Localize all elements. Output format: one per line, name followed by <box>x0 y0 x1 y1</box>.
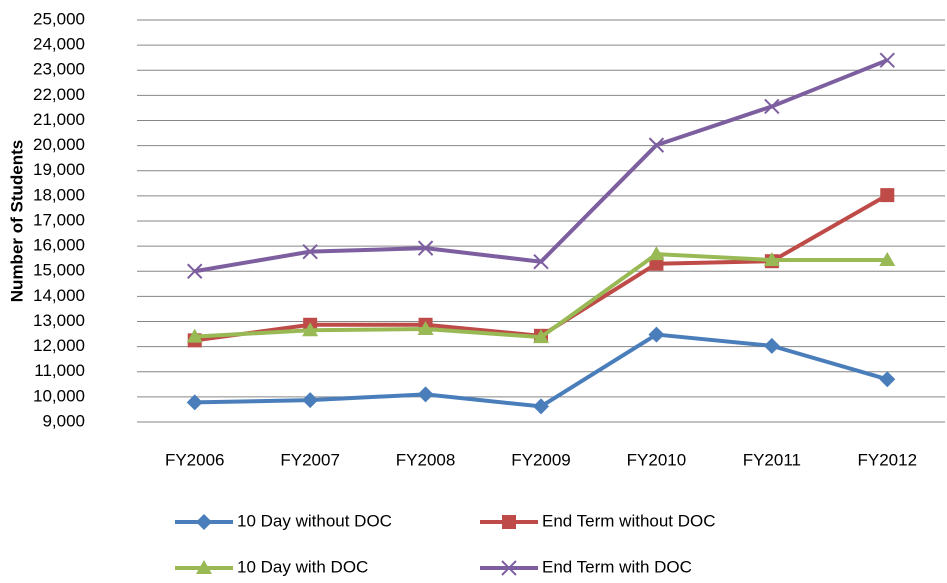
point <box>417 240 434 256</box>
y-tick-label: 24,000 <box>33 35 85 54</box>
x-tick-label: FY2008 <box>396 450 456 469</box>
point <box>533 398 549 415</box>
legend-label: 10 Day with DOC <box>237 557 368 576</box>
point <box>186 394 203 411</box>
series-line <box>194 58 889 274</box>
y-tick-label: 21,000 <box>33 110 85 129</box>
point <box>648 246 665 261</box>
point <box>533 329 549 344</box>
legend-marker <box>196 560 212 574</box>
point <box>648 137 665 153</box>
x-tick-label: FY2009 <box>511 450 571 469</box>
y-tick-label: 25,000 <box>33 9 85 28</box>
point <box>880 188 895 203</box>
y-tick-label: 17,000 <box>33 210 85 229</box>
legend-label: 10 Day without DOC <box>237 511 392 530</box>
y-tick-label: 9,000 <box>42 411 85 430</box>
series-line <box>194 193 889 343</box>
point <box>417 321 434 336</box>
point <box>648 326 665 343</box>
y-tick-label: 19,000 <box>33 160 85 179</box>
y-tick-label: 14,000 <box>33 286 85 305</box>
y-tick-label: 13,000 <box>33 311 85 330</box>
y-tick-label: 23,000 <box>33 60 85 79</box>
x-tick-label: FY2011 <box>743 450 801 469</box>
point <box>302 322 319 337</box>
y-tick-label: 18,000 <box>33 185 85 204</box>
series-line <box>194 332 888 409</box>
y-tick-label: 15,000 <box>33 261 85 280</box>
point <box>417 386 434 403</box>
point <box>187 263 203 279</box>
point <box>533 253 549 270</box>
point <box>763 251 780 266</box>
x-tick-label: FY2007 <box>280 450 340 469</box>
point <box>649 256 664 271</box>
legend-label: End Term with DOC <box>542 557 692 576</box>
point <box>763 337 780 354</box>
legend-marker <box>501 560 517 576</box>
legend-label: End Term without DOC <box>542 511 716 530</box>
point <box>302 392 319 409</box>
legend-marker <box>502 515 516 529</box>
y-tick-label: 22,000 <box>33 85 85 104</box>
point <box>302 243 318 260</box>
legend-marker <box>196 514 212 530</box>
point <box>879 371 896 388</box>
x-tick-label: FY2012 <box>858 450 918 469</box>
y-tick-label: 11,000 <box>34 361 85 380</box>
y-tick-label: 20,000 <box>33 135 85 154</box>
x-tick-label: FY2010 <box>627 450 687 469</box>
y-tick-label: 16,000 <box>33 236 85 255</box>
point <box>879 52 895 68</box>
x-tick-label: FY2006 <box>165 450 225 469</box>
y-axis-title: Number of Students <box>7 140 26 302</box>
point <box>186 328 203 343</box>
point <box>764 98 780 115</box>
point <box>879 251 896 266</box>
y-tick-label: 12,000 <box>33 336 85 355</box>
y-tick-label: 10,000 <box>33 386 85 405</box>
